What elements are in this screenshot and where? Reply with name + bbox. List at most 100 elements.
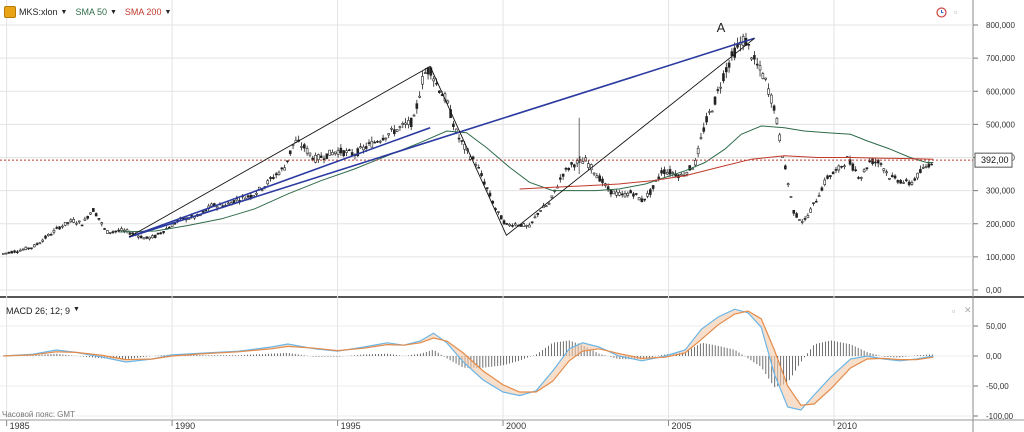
price-bar-body bbox=[210, 203, 213, 207]
price-bar-body bbox=[598, 175, 601, 182]
price-bar-body bbox=[834, 169, 838, 171]
price-bar-body bbox=[128, 232, 132, 235]
price-bar-body bbox=[378, 140, 382, 143]
price-bar-body bbox=[798, 219, 801, 221]
x-tick-label: 1995 bbox=[341, 421, 361, 431]
price-bar-body bbox=[620, 193, 624, 196]
price-bar-body bbox=[342, 150, 345, 157]
maximize-icon[interactable]: ▫ bbox=[954, 7, 958, 17]
price-bar-body bbox=[896, 180, 900, 183]
price-bar-body bbox=[530, 221, 534, 224]
price-bar-body bbox=[668, 169, 672, 175]
price-bar-body bbox=[485, 187, 489, 189]
y-tick-label: 800,000 bbox=[986, 21, 1015, 30]
macd-y-tick-label: -100,00 bbox=[986, 412, 1014, 421]
ticker-selector[interactable]: MKS:xlon ▼ bbox=[4, 6, 67, 18]
price-bar-body bbox=[618, 192, 621, 196]
price-bar-body bbox=[632, 193, 635, 197]
price-bar-body bbox=[145, 236, 149, 239]
price-bar-body bbox=[75, 222, 78, 225]
sma50-indicator[interactable]: SMA 50 ▼ bbox=[75, 7, 116, 17]
price-bar-body bbox=[722, 73, 725, 82]
price-bar-body bbox=[893, 175, 897, 179]
price-bar-body bbox=[277, 171, 281, 176]
price-bar-body bbox=[907, 181, 911, 186]
price-bar-body bbox=[769, 94, 773, 104]
price-bar-body bbox=[657, 176, 661, 179]
price-bar-body bbox=[348, 149, 351, 152]
clock-icon[interactable] bbox=[936, 7, 947, 20]
x-tick-label: 1990 bbox=[175, 421, 195, 431]
price-bar-body bbox=[111, 231, 115, 233]
price-bar-body bbox=[671, 172, 675, 174]
price-bar-body bbox=[300, 146, 303, 148]
price-bar-body bbox=[457, 137, 461, 140]
price-bar-body bbox=[395, 129, 399, 132]
price-bar-body bbox=[305, 148, 309, 154]
x-tick-label: 2000 bbox=[506, 421, 526, 431]
sma200-indicator[interactable]: SMA 200 ▼ bbox=[125, 7, 171, 17]
price-plot bbox=[0, 32, 973, 255]
price-bar-body bbox=[778, 134, 782, 141]
price-bar-body bbox=[879, 163, 883, 165]
macd-indicator[interactable]: MACD 26; 12; 9 ▼ bbox=[6, 306, 80, 316]
price-bar-body bbox=[409, 117, 413, 127]
chevron-down-icon: ▼ bbox=[164, 8, 172, 16]
maximize-icon[interactable]: ▫ bbox=[952, 306, 956, 316]
price-bar-body bbox=[432, 78, 436, 82]
price-bar-body bbox=[49, 234, 53, 236]
price-bar-body bbox=[840, 165, 843, 168]
price-bar-body bbox=[862, 169, 866, 173]
price-bar-body bbox=[663, 169, 666, 175]
price-bar-body bbox=[322, 158, 326, 160]
price-bar-body bbox=[404, 122, 407, 125]
price-bar-body bbox=[303, 144, 306, 149]
price-bar-body bbox=[710, 110, 714, 113]
price-bar-body bbox=[550, 195, 554, 198]
price-bar-body bbox=[612, 190, 616, 195]
price-bar-body bbox=[871, 158, 874, 165]
price-bar-body bbox=[308, 152, 312, 156]
price-bar-body bbox=[784, 165, 787, 170]
zigzag-pattern bbox=[128, 37, 755, 238]
close-icon[interactable]: ✕ bbox=[964, 305, 972, 315]
price-bar-body bbox=[114, 230, 118, 233]
signal-line bbox=[3, 310, 934, 406]
price-bar-body bbox=[795, 213, 798, 218]
price-bar-body bbox=[761, 73, 765, 79]
price-bar-body bbox=[505, 223, 509, 225]
current-price-badge bbox=[974, 152, 1013, 168]
price-bar-body bbox=[314, 155, 317, 163]
price-bar-body bbox=[401, 122, 405, 125]
price-bar-body bbox=[415, 103, 419, 109]
price-bar-body bbox=[910, 182, 914, 185]
chevron-down-icon: ▼ bbox=[60, 8, 68, 16]
chart-toolbar: MKS:xlon ▼ SMA 50 ▼ SMA 200 ▼ bbox=[4, 4, 171, 20]
price-bar-body bbox=[699, 137, 703, 139]
price-bar-body bbox=[269, 177, 272, 180]
sma50-label: SMA 50 bbox=[75, 7, 107, 17]
price-bar-body bbox=[58, 226, 61, 230]
price-bar-body bbox=[69, 219, 73, 222]
price-bar-body bbox=[283, 167, 286, 171]
price-bar-body bbox=[131, 232, 135, 235]
price-bar-body bbox=[559, 177, 562, 180]
y-tick-label: 0,00 bbox=[986, 286, 1002, 295]
price-bar-body bbox=[83, 218, 87, 221]
price-bar-body bbox=[753, 55, 756, 60]
price-bar-body bbox=[7, 251, 11, 254]
price-bar-body bbox=[544, 205, 548, 208]
price-bar-body bbox=[246, 195, 250, 198]
sma200-label: SMA 200 bbox=[124, 7, 162, 17]
price-bar-body bbox=[876, 159, 880, 164]
price-bar-body bbox=[921, 167, 925, 169]
price-bar-body bbox=[384, 137, 388, 140]
price-bar-body bbox=[755, 63, 759, 66]
price-bar-body bbox=[480, 173, 483, 176]
price-bar-body bbox=[426, 67, 430, 75]
price-bar-body bbox=[899, 180, 902, 184]
price-bar-body bbox=[153, 234, 157, 238]
price-bar-body bbox=[100, 222, 104, 225]
price-bar-body bbox=[584, 157, 587, 162]
price-bar-body bbox=[626, 192, 630, 197]
